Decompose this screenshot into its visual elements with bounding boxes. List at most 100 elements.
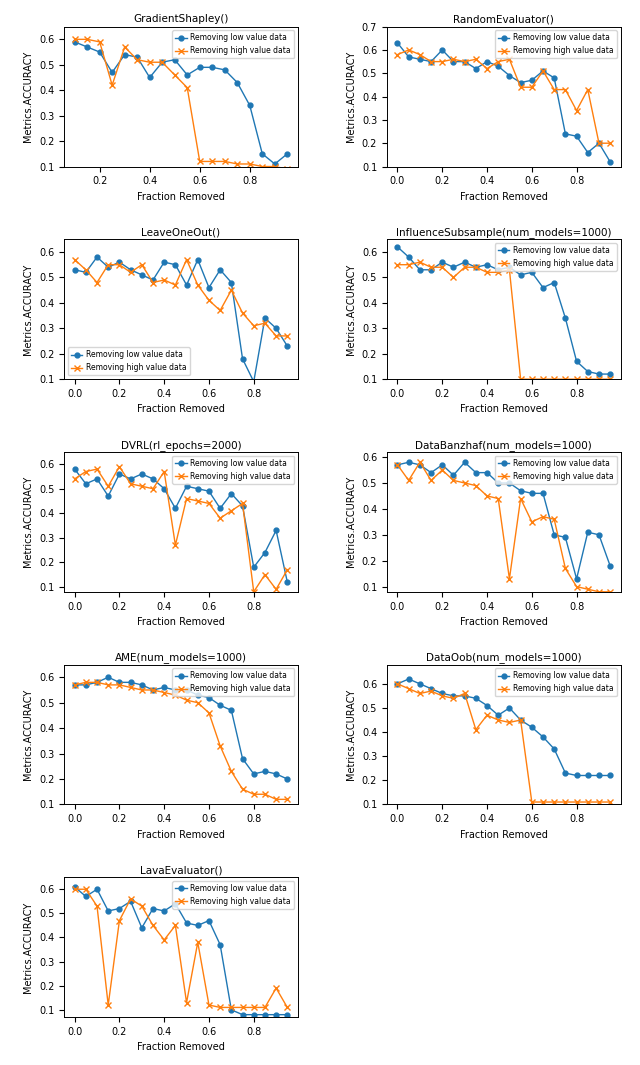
Y-axis label: Metrics.ACCURACY: Metrics.ACCURACY [23,689,33,781]
Removing high value data [428,55,435,68]
Removing high value data [250,1001,257,1014]
Removing high value data [472,261,480,274]
Removing low value data [416,677,424,690]
Removing low value data [82,678,90,691]
Removing low value data [516,268,524,281]
Legend: Removing low value data, Removing high value data: Removing low value data, Removing high v… [172,31,294,59]
Removing high value data [428,261,435,274]
Removing low value data [261,765,269,777]
Removing high value data [161,934,168,947]
Removing high value data [239,1001,246,1014]
Removing low value data [221,64,228,77]
Line: Removing high value data: Removing high value data [72,36,291,173]
Removing high value data [149,482,157,495]
Removing low value data [438,687,446,700]
Removing low value data [104,261,112,274]
Removing low value data [82,266,90,279]
Removing high value data [539,373,547,386]
Removing high value data [461,477,468,490]
Removing low value data [161,482,168,495]
Removing high value data [506,53,513,66]
Removing high value data [104,259,112,272]
Removing low value data [405,673,413,686]
Line: Removing high value data: Removing high value data [394,459,613,595]
Y-axis label: Metrics.ACCURACY: Metrics.ACCURACY [346,689,356,781]
X-axis label: Fraction Removed: Fraction Removed [137,192,225,201]
Line: Removing high value data: Removing high value data [72,257,291,339]
Removing low value data [96,46,104,59]
Removing high value data [394,458,401,471]
Removing high value data [584,83,591,96]
Removing low value data [205,691,212,704]
Removing low value data [261,1009,269,1021]
Removing low value data [71,35,79,48]
Removing low value data [127,263,134,276]
Removing high value data [584,583,591,595]
Removing low value data [194,919,202,932]
Removing high value data [71,253,79,266]
Line: Removing high value data: Removing high value data [72,886,291,1011]
Title: LeaveOneOut(): LeaveOneOut() [141,227,221,237]
Removing low value data [394,36,401,49]
Removing low value data [483,55,491,68]
Removing low value data [606,155,614,168]
X-axis label: Fraction Removed: Fraction Removed [460,405,548,414]
Removing low value data [93,473,101,486]
Removing high value data [116,678,124,691]
Line: Removing high value data: Removing high value data [72,463,291,595]
Removing high value data [561,373,569,386]
Removing high value data [561,83,569,96]
Removing low value data [438,458,446,471]
Removing high value data [595,796,603,808]
Removing low value data [573,769,580,782]
Removing low value data [584,365,591,378]
Removing high value data [472,479,480,492]
Removing high value data [108,79,116,92]
Line: Removing low value data: Removing low value data [72,675,290,782]
Removing high value data [116,460,124,473]
Removing high value data [573,580,580,593]
Removing high value data [194,697,202,709]
Removing low value data [461,55,468,68]
Removing high value data [606,586,614,599]
Removing high value data [127,892,134,905]
Removing low value data [234,77,241,89]
Line: Removing low value data: Removing low value data [395,676,612,777]
Removing low value data [138,921,146,934]
Removing low value data [506,477,513,490]
Removing low value data [149,684,157,697]
Removing high value data [416,687,424,700]
Removing low value data [516,485,524,497]
Removing low value data [93,676,101,689]
Removing high value data [528,515,536,528]
Removing low value data [196,61,204,73]
Removing high value data [405,683,413,695]
Removing low value data [146,71,154,84]
Removing low value data [127,473,134,486]
Y-axis label: Metrics.ACCURACY: Metrics.ACCURACY [23,263,33,355]
Removing low value data [506,261,513,274]
Removing high value data [149,684,157,697]
Removing high value data [104,678,112,691]
Removing high value data [394,677,401,690]
Removing high value data [250,586,257,599]
X-axis label: Fraction Removed: Fraction Removed [137,617,225,627]
Removing high value data [284,563,291,576]
Removing low value data [239,1009,246,1021]
Removing high value data [121,40,129,53]
Removing high value data [216,1001,224,1014]
Removing high value data [261,316,269,329]
Removing low value data [104,904,112,917]
Removing high value data [284,329,291,342]
Removing low value data [108,66,116,79]
Removing low value data [239,752,246,765]
Removing low value data [127,676,134,689]
Removing low value data [528,266,536,279]
Removing high value data [161,686,168,699]
Removing low value data [506,69,513,82]
Removing high value data [205,706,212,719]
Removing low value data [606,769,614,782]
Removing high value data [250,320,257,332]
Legend: Removing low value data, Removing high value data: Removing low value data, Removing high v… [495,456,617,484]
Removing low value data [183,684,191,697]
